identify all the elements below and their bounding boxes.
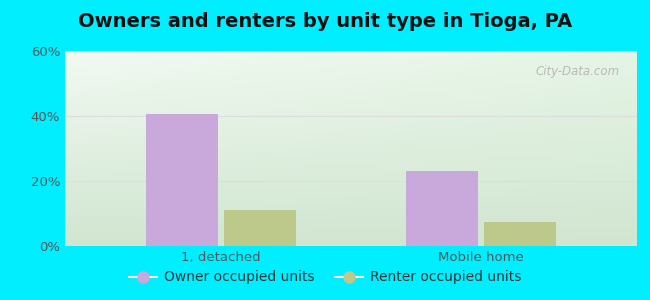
Bar	[224, 210, 296, 246]
Bar	[406, 171, 478, 246]
Text: City-Data.com: City-Data.com	[536, 64, 620, 78]
Text: Owners and renters by unit type in Tioga, PA: Owners and renters by unit type in Tioga…	[78, 12, 572, 31]
Bar	[484, 222, 556, 246]
Bar	[146, 114, 218, 246]
Legend: Owner occupied units, Renter occupied units: Owner occupied units, Renter occupied un…	[124, 265, 526, 290]
